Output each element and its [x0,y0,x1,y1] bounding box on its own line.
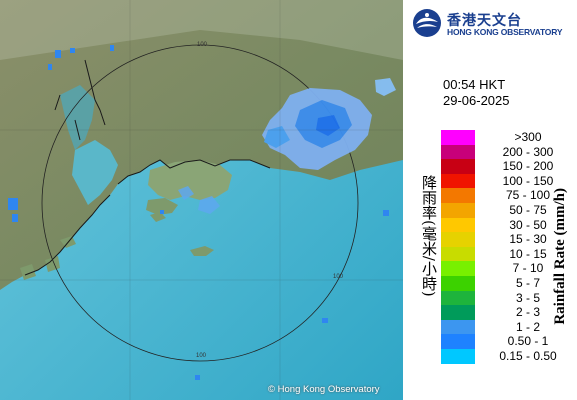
legend-title-en: Rainfall Rate (mm/h) [552,188,568,325]
coastline [117,159,271,185]
legend-row: 2 - 3 [441,305,576,320]
legend-row: 100 - 150 [441,173,576,189]
legend-row: 200 - 300 [441,144,576,160]
island-b [150,212,166,222]
radar-map[interactable]: 100 100 100 © Hong Kong Observatory [0,0,403,400]
legend-row: >300 [441,130,576,145]
legend-label: 7 - 10 [512,261,544,276]
legend-swatch [441,188,475,203]
brand-name-en: HONG KONG OBSERVATORY [447,27,563,37]
legend-title-zh: 降雨率(毫米/小時) [420,175,438,297]
legend-row: 30 - 50 [441,217,576,233]
radar-time: 00:54 HKT [443,77,506,92]
legend-panel [403,0,577,400]
legend-label: 75 - 100 [505,188,551,203]
legend-row: 75 - 100 [441,188,576,203]
legend-label: 30 - 50 [509,217,547,232]
graticule [0,0,403,400]
copyright-notice: © Hong Kong Observatory [268,384,380,395]
radar-echoes-ne [262,78,396,170]
legend-row: 7 - 10 [441,261,576,276]
lantau-island [146,198,178,215]
radar-date: 29-06-2025 [443,93,510,108]
legend-label: 200 - 300 [502,144,554,159]
radar-map-graphics [0,0,403,400]
legend-label: 50 - 75 [509,203,547,217]
legend-swatch [441,203,475,218]
island-a [190,246,214,256]
mainland-land [0,0,403,290]
legend-swatch [441,144,475,160]
legend-row: 15 - 30 [441,232,576,247]
river-lines [54,59,106,141]
legend-swatch [441,276,475,291]
legend-label: 0.15 - 0.50 [499,349,557,363]
legend-row: 0.50 - 1 [441,334,576,349]
land-haze [0,0,403,60]
legend-label: 15 - 30 [509,232,547,247]
legend-swatch [441,305,475,320]
radar-echoes-scattered [8,45,389,380]
legend-swatch [441,232,475,247]
legend-label: 3 - 5 [515,290,540,305]
hk-land [148,160,232,200]
inner-river [60,85,95,150]
legend-swatch [441,334,475,349]
island-e [20,264,36,280]
legend-row: 3 - 5 [441,290,576,306]
legend-label: 1 - 2 [515,319,540,334]
legend-label: 2 - 3 [515,305,540,320]
legend-row: 50 - 75 [441,203,576,218]
legend-row: 1 - 2 [441,319,576,335]
hko-logo: 香港天文台 HONG KONG OBSERVATORY [412,8,572,38]
legend-swatch [441,130,475,145]
hko-logo-icon [413,9,441,37]
radar-echoes-hk [178,186,220,214]
legend-swatch [441,159,475,174]
legend-swatch [441,217,475,233]
legend-label: 5 - 7 [515,276,540,290]
legend-row: 0.15 - 0.50 [441,349,576,364]
legend-swatch [441,173,475,189]
legend-label: >300 [514,130,542,144]
legend-label: 0.50 - 1 [507,334,549,349]
legend-row: 5 - 7 [441,276,576,291]
legend-swatch [441,290,475,306]
legend-swatch [441,319,475,335]
brand-name-zh: 香港天文台 [447,13,522,29]
range-ring-label-south: 100 [196,353,207,359]
legend-swatch [441,349,475,364]
coastline-west [24,194,111,276]
range-ring-outer [41,44,359,362]
legend-row: 150 - 200 [441,159,576,174]
estuary-water [72,140,118,205]
legend-label: 100 - 150 [502,173,554,188]
legend-swatch [441,261,475,276]
legend-row: 10 - 15 [441,246,576,262]
range-ring-label-east: 100 [333,274,344,280]
legend-label: 150 - 200 [502,159,554,174]
legend-label: 10 - 15 [509,246,547,261]
legend-swatch [441,246,475,262]
range-ring-label-north: 100 [197,42,208,48]
